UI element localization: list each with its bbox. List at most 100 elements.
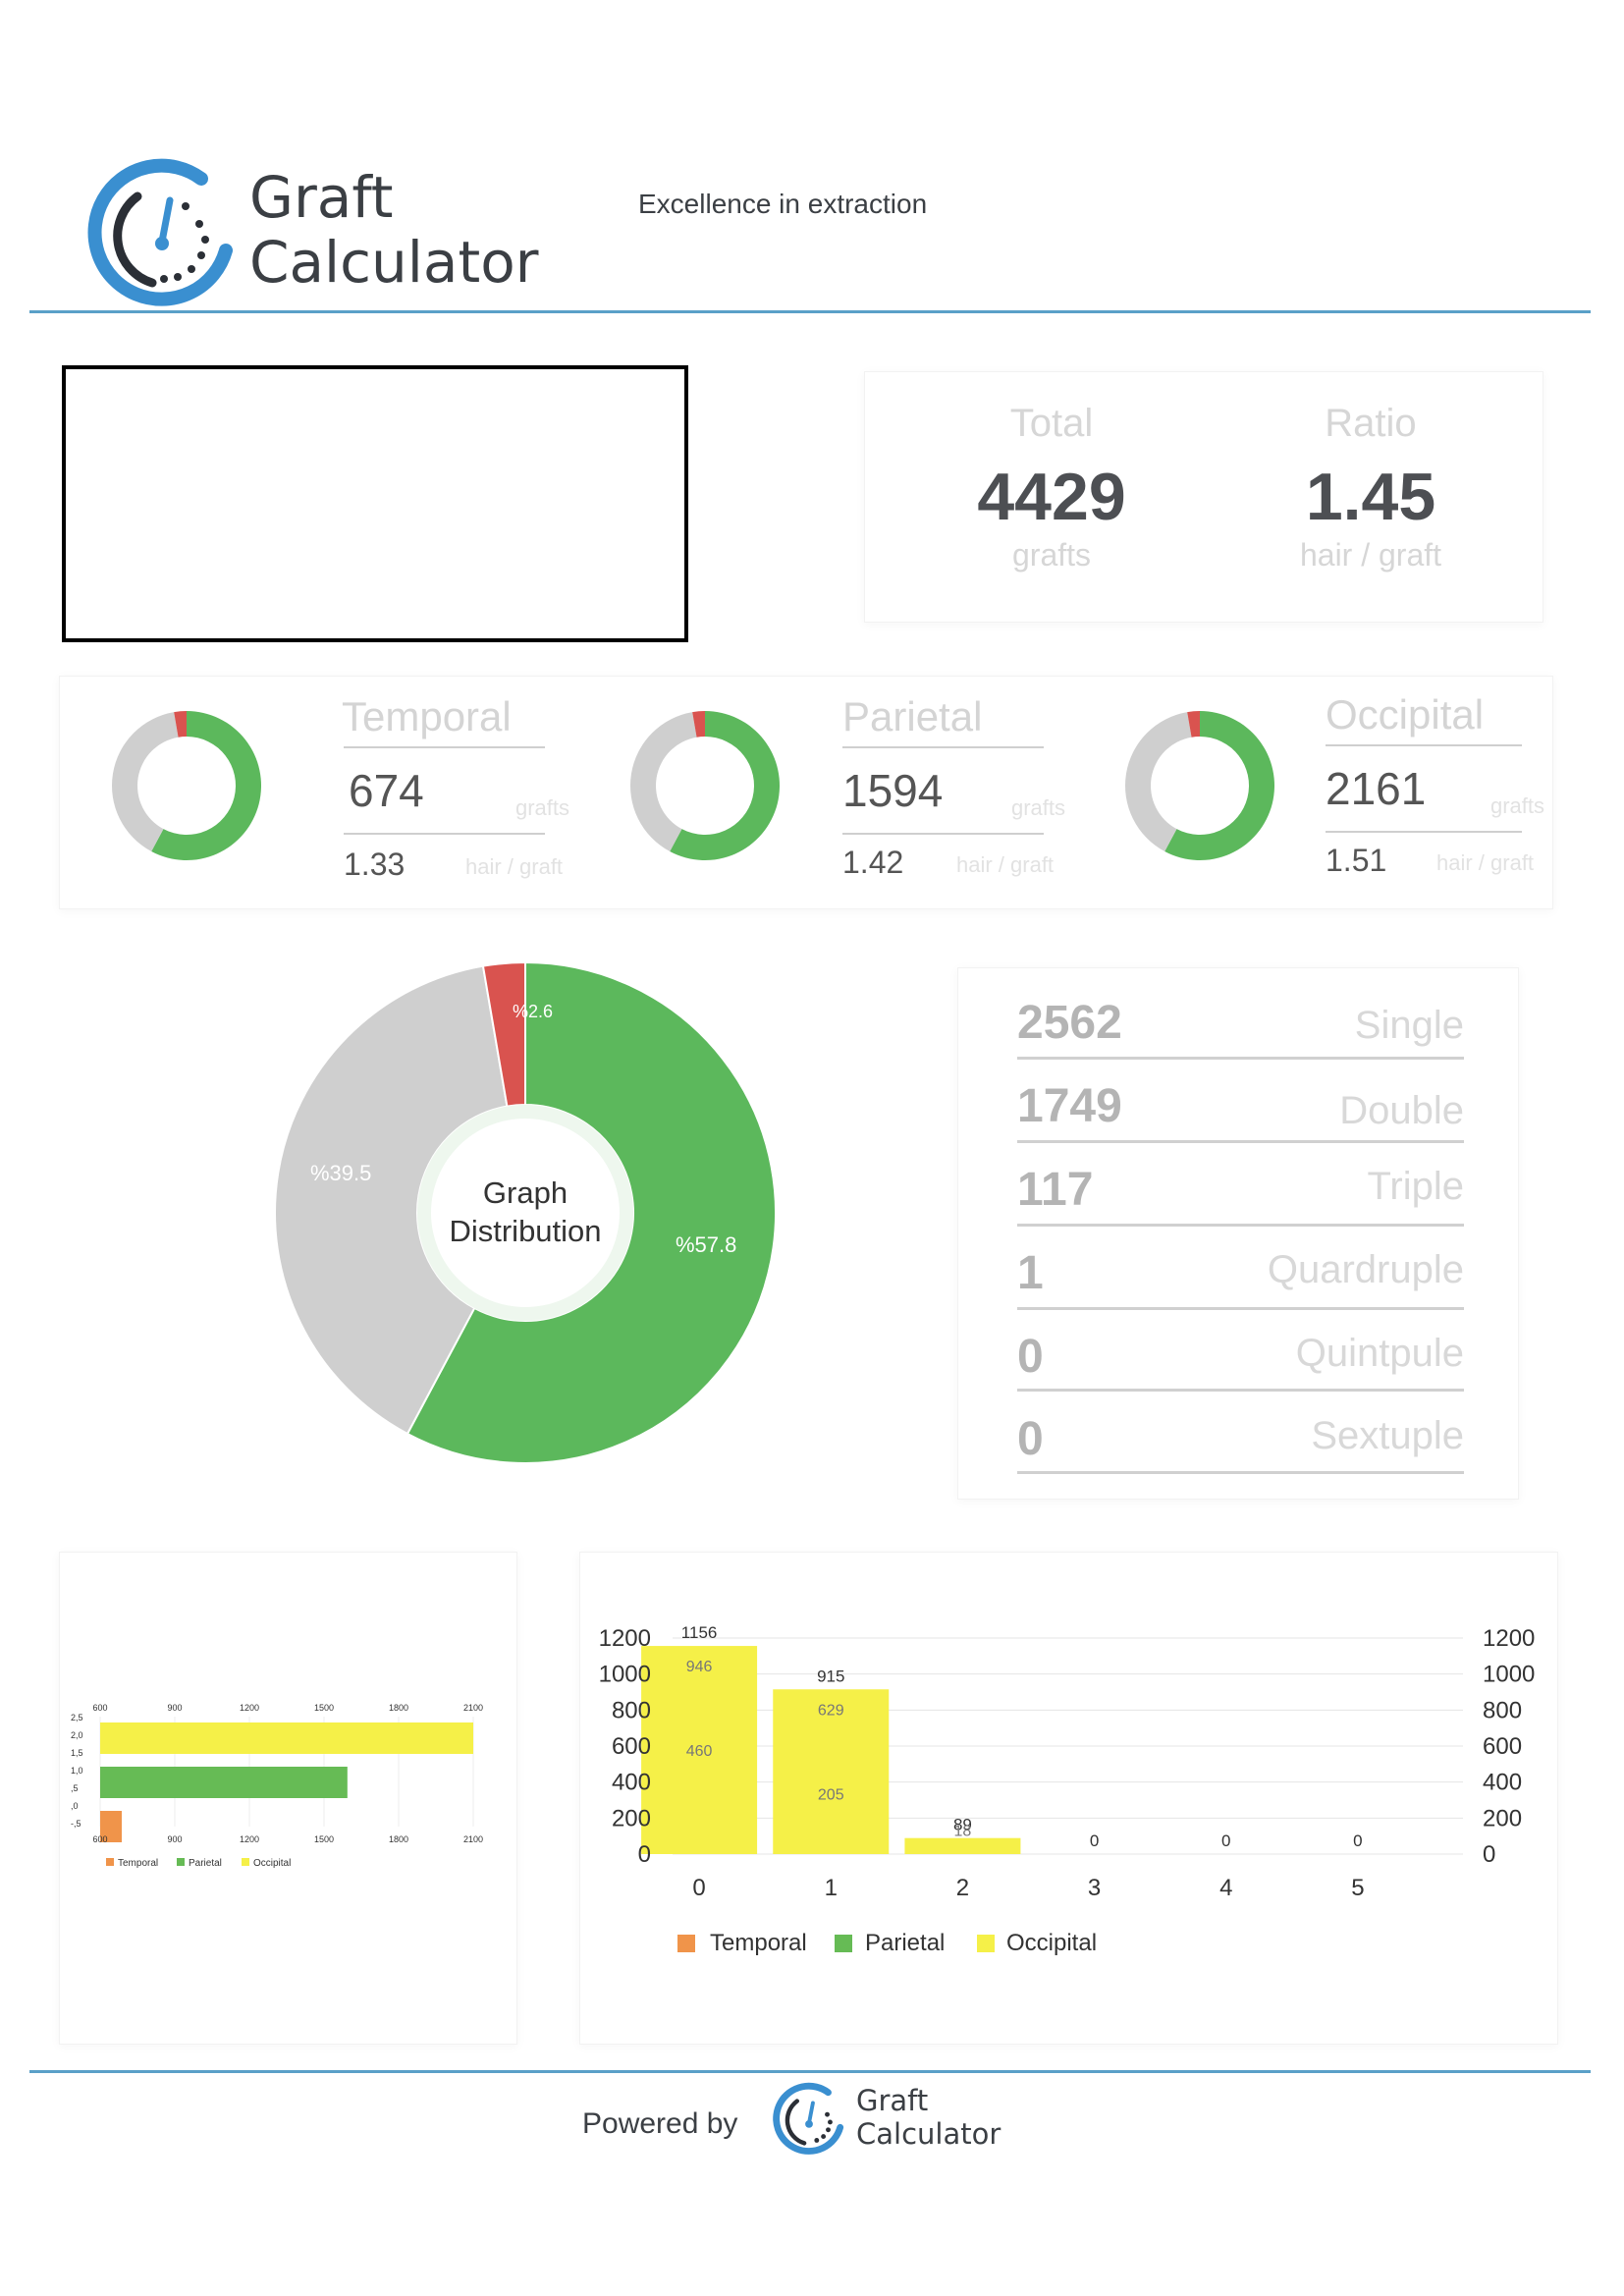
x-tick-label: 1200	[240, 1834, 259, 1844]
region-ratio-unit: hair / graft	[1436, 850, 1535, 875]
total-unit: grafts	[1011, 537, 1092, 573]
graft-type-row: 0 Quintpule	[1017, 1320, 1464, 1392]
y-tick-label-right: 400	[1483, 1770, 1522, 1796]
footer-app-name-line2: Calculator	[856, 2117, 1001, 2151]
graft-type-row: 1 Quardruple	[1017, 1238, 1464, 1310]
bar-total-label: 0	[1221, 1831, 1230, 1850]
graft-type-name: Triple	[1367, 1165, 1464, 1208]
region-grafts-unit: grafts	[1011, 795, 1066, 820]
y-tick-label-left: 600	[612, 1733, 651, 1760]
graft-type-count: 1749	[1017, 1080, 1122, 1132]
tagline: Excellence in extraction	[638, 189, 928, 219]
graft-type-count: 2562	[1017, 997, 1122, 1049]
graft-type-name: Quardruple	[1267, 1248, 1464, 1291]
app-name-line2: Calculator	[249, 229, 539, 296]
occipital-donut-chart	[1125, 711, 1274, 860]
legend-parietal-swatch	[835, 1935, 852, 1952]
donut-slice-red	[692, 711, 705, 738]
region-ratio-unit: hair / graft	[465, 854, 564, 879]
ratio-label: Ratio	[1325, 402, 1417, 445]
bar-total-label: 1156	[681, 1623, 718, 1642]
y-tick-label-right: 0	[1483, 1841, 1495, 1868]
legend-parietal: Parietal	[865, 1930, 945, 1956]
distribution-center	[431, 1119, 620, 1307]
summary-card: Total 4429 grafts Ratio 1.45 hair / graf…	[864, 371, 1543, 623]
region-occipital: Occipital 2161 grafts 1.51 hair / graft	[1110, 687, 1571, 903]
region-divider	[344, 833, 545, 835]
bar-occipital	[100, 1722, 473, 1754]
x-tick-label: 0	[692, 1875, 705, 1901]
graft-type-row: 0 Sextuple	[1017, 1402, 1464, 1474]
donut-slice-green	[670, 711, 780, 860]
x-tick-label: 600	[92, 1703, 107, 1713]
bar-inner-label: 629	[818, 1702, 844, 1719]
x-tick-label: 1800	[389, 1703, 408, 1713]
y-tick-label: -,5	[71, 1819, 81, 1829]
x-tick-label: 5	[1351, 1875, 1364, 1901]
legend-temporal-swatch	[677, 1935, 695, 1952]
legend-temporal-swatch	[106, 1858, 114, 1866]
graft-type-name: Single	[1354, 1004, 1464, 1047]
region-name: Occipital	[1326, 691, 1485, 738]
graft-type-count: 117	[1017, 1164, 1094, 1216]
legend-occipital: Occipital	[1006, 1930, 1097, 1956]
distribution-center-line1: Graph	[483, 1175, 568, 1210]
distribution-center-line2: Distribution	[449, 1214, 601, 1248]
x-tick-label: 1500	[314, 1834, 334, 1844]
bar-category-2	[904, 1837, 1021, 1854]
region-divider	[1326, 831, 1522, 833]
header-divider	[29, 310, 1591, 313]
distribution-label-red: %2.6	[513, 1002, 553, 1021]
bar-temporal	[100, 1811, 122, 1842]
region-divider	[1326, 744, 1522, 746]
x-tick-label: 1200	[240, 1703, 259, 1713]
bar-inner-label: 18	[954, 1824, 972, 1840]
legend-temporal: Temporal	[118, 1858, 158, 1869]
region-grafts-unit: grafts	[1490, 793, 1545, 818]
y-tick-label-left: 1200	[599, 1625, 651, 1652]
region-grafts: 2161	[1326, 763, 1427, 814]
legend-parietal: Parietal	[189, 1858, 222, 1869]
bar-category-1	[773, 1689, 890, 1854]
distribution-label-green: %57.8	[676, 1232, 736, 1257]
region-temporal: Temporal 674 grafts 1.33 hair / graft	[98, 687, 609, 903]
x-tick-label: 2100	[463, 1834, 483, 1844]
y-tick-label: 2,0	[71, 1730, 83, 1740]
y-tick-label-right: 200	[1483, 1805, 1522, 1831]
region-parietal: Parietal 1594 grafts 1.42 hair / graft	[619, 687, 1110, 903]
graft-calculator-footer-logo-icon	[773, 2082, 844, 2155]
regions-card	[59, 676, 1553, 909]
donut-slice-red	[174, 711, 187, 738]
y-tick-label-right: 600	[1483, 1733, 1522, 1760]
region-name: Temporal	[342, 693, 512, 739]
bar-inner-label: 460	[686, 1743, 713, 1760]
region-divider	[842, 833, 1044, 835]
bar-total-label: 0	[1090, 1831, 1099, 1850]
total-value: 4429	[977, 460, 1126, 534]
region-grafts-unit: grafts	[515, 795, 570, 820]
graft-type-count: 1	[1017, 1247, 1044, 1299]
graft-types-card: 2562 Single 1749 Double 117 Triple 1 Qua…	[957, 967, 1519, 1500]
x-tick-label: 3	[1088, 1875, 1101, 1901]
legend-occipital: Occipital	[253, 1858, 291, 1869]
donut-slice-gray	[1125, 712, 1192, 852]
app-name-line1: Graft	[249, 164, 394, 231]
powered-by-label: Powered by	[582, 2107, 738, 2140]
bar-total-label: 89	[953, 1816, 972, 1834]
region-divider	[842, 746, 1044, 748]
bar-parietal	[100, 1767, 348, 1798]
graft-type-name: Quintpule	[1295, 1332, 1464, 1375]
y-tick-label: 1,0	[71, 1766, 83, 1776]
graft-distribution-donut-chart: %2.6 %39.5 %57.8 Graph Distribution	[274, 960, 777, 1464]
graft-type-count: 0	[1017, 1413, 1044, 1465]
parietal-donut-chart	[630, 711, 780, 860]
legend-occipital-swatch	[977, 1935, 995, 1952]
region-ratio-unit: hair / graft	[956, 852, 1055, 877]
y-tick-label: 1,5	[71, 1748, 83, 1758]
graft-type-name: Sextuple	[1311, 1414, 1464, 1457]
x-tick-label: 4	[1219, 1875, 1232, 1901]
donut-slice-green	[151, 711, 261, 860]
donut-slice-gray	[111, 712, 179, 852]
y-tick-label-right: 800	[1483, 1697, 1522, 1723]
